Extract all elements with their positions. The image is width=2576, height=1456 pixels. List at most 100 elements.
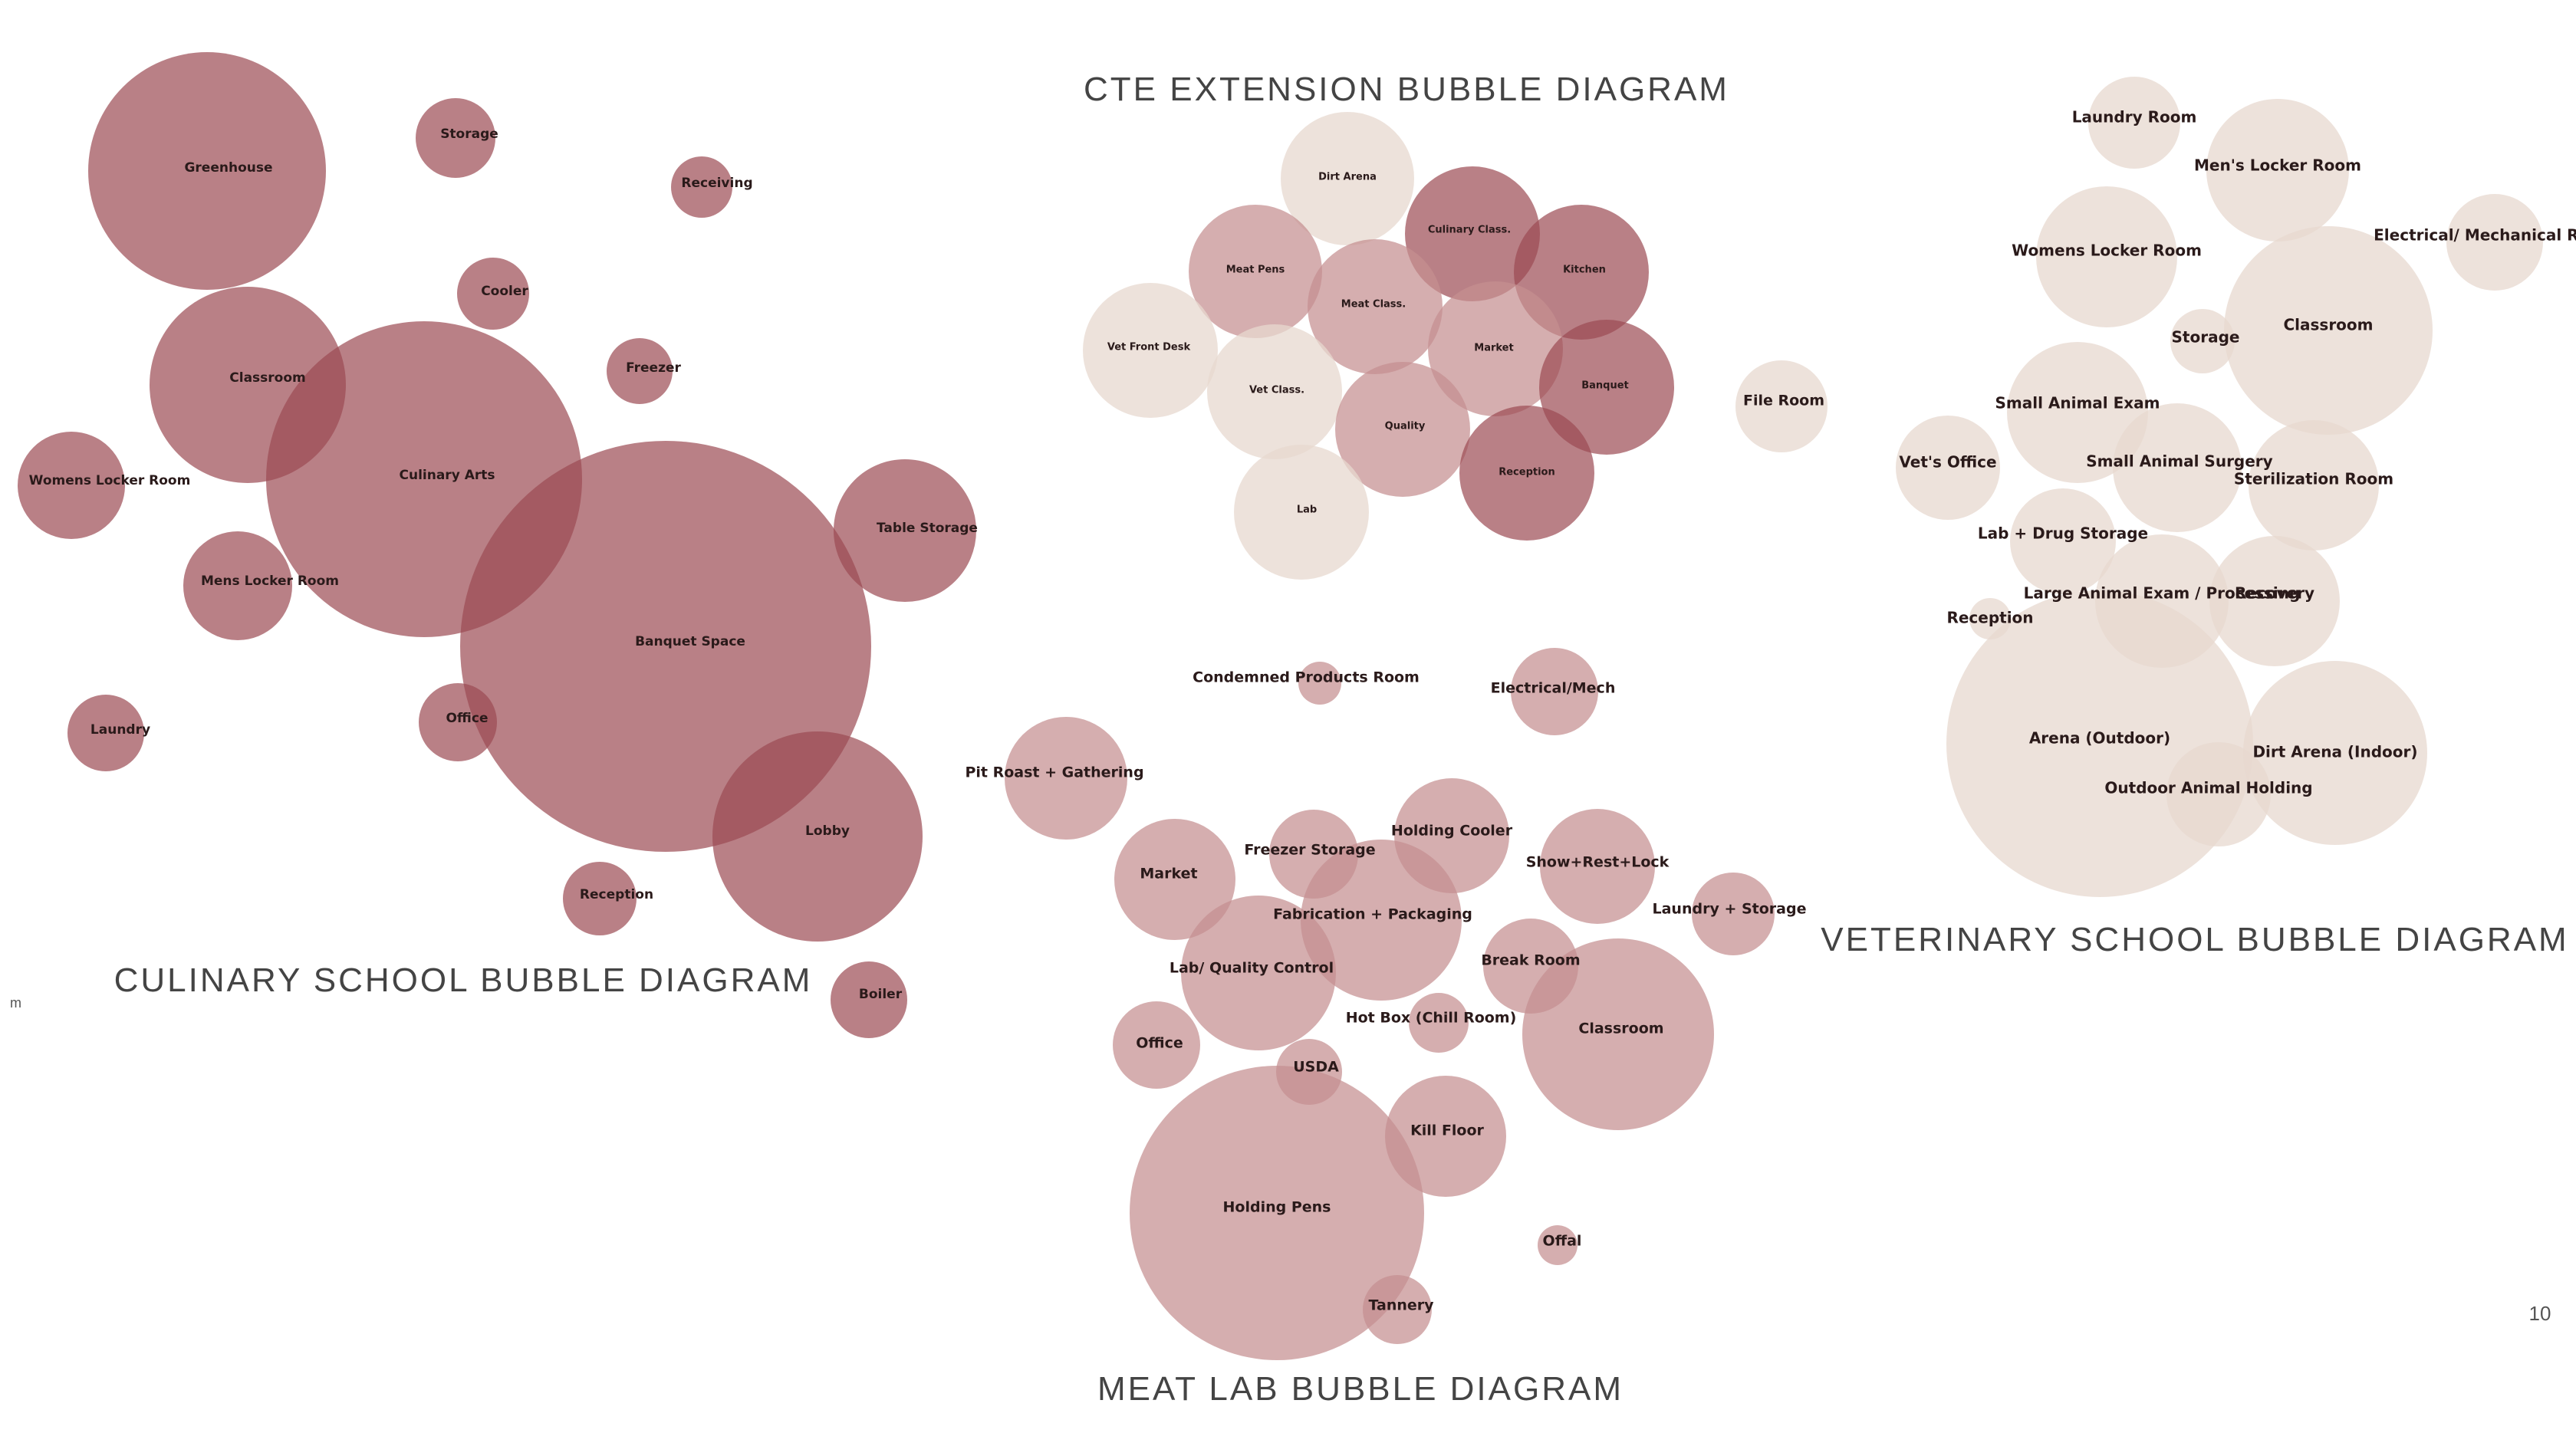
culinary-bubble-label-storage: Storage	[440, 127, 498, 142]
cte-bubble-dirt-arena	[1281, 112, 1414, 245]
cte-bubble-label-meat-class: Meat Class.	[1341, 299, 1406, 311]
labels-layer: Greenhouse Storage Receiving Cooler Freezer C…	[29, 108, 2576, 1314]
culinary-bubble-label-table-storage: Table Storage	[877, 521, 978, 536]
cte-bubble-banquet	[1539, 320, 1674, 455]
culinary-bubble-storage	[416, 98, 495, 178]
vet-bubble-label-laundry-room: Laundry Room	[2072, 108, 2197, 127]
culinary-bubble-freezer	[607, 338, 673, 404]
meat-bubble-label-condemned-products-room: Condemned Products Room	[1193, 669, 1420, 686]
meat-bubble-holding-pens	[1130, 1066, 1424, 1360]
meat-bubble-label-freezer-storage: Freezer Storage	[1244, 842, 1375, 859]
culinary-bubble-boiler	[831, 961, 907, 1038]
culinary-bubble-label-lobby: Lobby	[805, 823, 850, 839]
meat-bubble-label-hot-box-chill-room: Hot Box (Chill Room)	[1346, 1010, 1517, 1027]
page-number: 10	[2529, 1302, 2551, 1325]
meat-bubble-tannery	[1363, 1275, 1432, 1344]
meat-bubble-label-holding-pens: Holding Pens	[1223, 1199, 1331, 1216]
meat-bubble-label-office: Office	[1136, 1035, 1183, 1052]
culinary-bubble-receiving	[671, 156, 732, 218]
vet-bubble-men-s-locker-room	[2206, 99, 2349, 242]
culinary-bubble-cooler	[457, 258, 529, 330]
cte-bubble-label-meat-pens: Meat Pens	[1226, 265, 1285, 276]
culinary-bubble-label-banquet-space: Banquet Space	[635, 634, 745, 649]
cte-bubble-kitchen	[1514, 205, 1649, 340]
cte-bubble-label-market: Market	[1474, 343, 1513, 354]
meat-bubble-classroom	[1522, 938, 1714, 1130]
meat-bubble-label-offal: Offal	[1543, 1233, 1582, 1250]
vet-bubble-storage	[2170, 309, 2235, 373]
vet-bubble-label-storage: Storage	[2172, 328, 2240, 347]
meat-bubble-fabrication-packaging	[1301, 840, 1462, 1001]
culinary-bubble-label-culinary-arts: Culinary Arts	[400, 468, 495, 483]
culinary-bubble-label-boiler: Boiler	[859, 987, 903, 1002]
vet-bubble-label-reception: Reception	[1946, 609, 2033, 627]
cte-bubble-label-culinary-class: Culinary Class.	[1428, 225, 1511, 236]
culinary-bubble-table-storage	[834, 459, 976, 602]
culinary-bubble-greenhouse	[88, 52, 326, 290]
meat-bubble-label-pit-roast-gathering: Pit Roast + Gathering	[965, 764, 1143, 781]
cte-bubble-vet-class	[1207, 324, 1342, 459]
vet-bubble-label-electrical-mechanical-room: Electrical/ Mechanical Room	[2374, 226, 2576, 245]
vet-bubble-label-lab-drug-storage: Lab + Drug Storage	[1978, 524, 2148, 543]
vet-bubble-label-small-animal-exam: Small Animal Exam	[1995, 394, 2160, 412]
vet-bubble-electrical-mechanical-room	[2446, 194, 2543, 291]
cte-bubble-vet-front-desk	[1083, 283, 1218, 418]
cte-bubble-label-file-room: File Room	[1743, 393, 1824, 409]
vet-bubble-recovery	[2209, 536, 2340, 666]
culinary-bubble-lobby	[712, 731, 923, 942]
culinary-bubble-label-reception: Reception	[580, 887, 653, 902]
vet-bubble-classroom	[2224, 226, 2433, 435]
meat-bubble-label-usda: USDA	[1293, 1059, 1339, 1076]
vet-bubble-label-vet-s-office: Vet's Office	[1899, 453, 1996, 472]
meat-bubble-label-electrical-mech: Electrical/Mech	[1491, 680, 1616, 697]
vet-bubble-label-dirt-arena-indoor: Dirt Arena (Indoor)	[2252, 743, 2417, 761]
culinary-bubble-label-laundry: Laundry	[90, 722, 150, 738]
stray-mark: m	[10, 995, 21, 1011]
cte-bubble-reception	[1459, 406, 1594, 541]
culinary-bubble-label-receiving: Receiving	[681, 176, 752, 191]
culinary-bubble-mens-locker-room	[183, 531, 292, 640]
vet-bubble-label-womens-locker-room: Womens Locker Room	[2012, 242, 2202, 260]
meat-bubble-condemned-products-room	[1298, 662, 1341, 705]
cte-bubble-label-reception: Reception	[1499, 467, 1555, 478]
cte-bubble-file-room	[1735, 360, 1828, 452]
meat-bubble-label-market: Market	[1140, 866, 1197, 882]
meat-bubble-label-tannery: Tannery	[1368, 1297, 1434, 1314]
meat-bubble-offal	[1538, 1225, 1578, 1265]
culinary-bubble-office	[419, 683, 497, 761]
vet-bubble-label-classroom: Classroom	[2283, 316, 2373, 334]
cte-bubble-lab	[1234, 445, 1369, 580]
vet-bubble-label-sterilization-room: Sterilization Room	[2234, 470, 2393, 488]
cte-bubble-meat-class	[1308, 239, 1443, 374]
cte-bubble-label-quality: Quality	[1385, 421, 1426, 432]
cte-bubble-label-vet-class: Vet Class.	[1249, 385, 1304, 396]
vet-bubble-outdoor-animal-holding	[2166, 742, 2271, 846]
meat-bubble-label-classroom: Classroom	[1578, 1021, 1663, 1037]
vet-bubble-womens-locker-room	[2036, 186, 2177, 327]
vet-bubble-laundry-room	[2088, 77, 2180, 169]
meat-bubble-label-break-room: Break Room	[1481, 952, 1580, 969]
meat-bubble-label-laundry-storage: Laundry + Storage	[1653, 901, 1807, 918]
vet-bubble-small-animal-exam	[2007, 342, 2148, 483]
vet-bubble-sterilization-room	[2249, 420, 2379, 551]
meat-bubble-hot-box-chill-room	[1409, 993, 1469, 1053]
culinary-bubble-label-classroom: Classroom	[229, 370, 305, 386]
culinary-diagram-title: CULINARY SCHOOL BUBBLE DIAGRAM	[114, 961, 813, 999]
cte-bubble-market	[1428, 281, 1563, 416]
vet-bubble-small-animal-surgery	[2113, 403, 2242, 532]
culinary-bubble-label-womens-locker-room: Womens Locker Room	[29, 473, 191, 488]
meat-bubble-label-lab-quality-control: Lab/ Quality Control	[1170, 960, 1334, 977]
veterinary-diagram-title: VETERINARY SCHOOL BUBBLE DIAGRAM	[1821, 921, 2568, 958]
meat-bubble-label-kill-floor: Kill Floor	[1410, 1122, 1484, 1139]
meat-bubble-show-rest-lock	[1540, 809, 1655, 924]
cte-bubble-label-dirt-arena: Dirt Arena	[1318, 172, 1377, 183]
cte-bubble-label-lab: Lab	[1297, 505, 1317, 516]
meat-bubble-lab-quality-control	[1181, 896, 1336, 1050]
vet-bubble-lab-drug-storage	[2010, 488, 2116, 594]
vet-bubble-vet-s-office	[1896, 416, 2000, 520]
cte-bubble-label-kitchen: Kitchen	[1563, 265, 1606, 276]
vet-bubble-label-outdoor-animal-holding: Outdoor Animal Holding	[2104, 779, 2312, 797]
culinary-bubble-label-mens-locker-room: Mens Locker Room	[201, 574, 339, 589]
culinary-bubble-label-office: Office	[446, 711, 488, 726]
